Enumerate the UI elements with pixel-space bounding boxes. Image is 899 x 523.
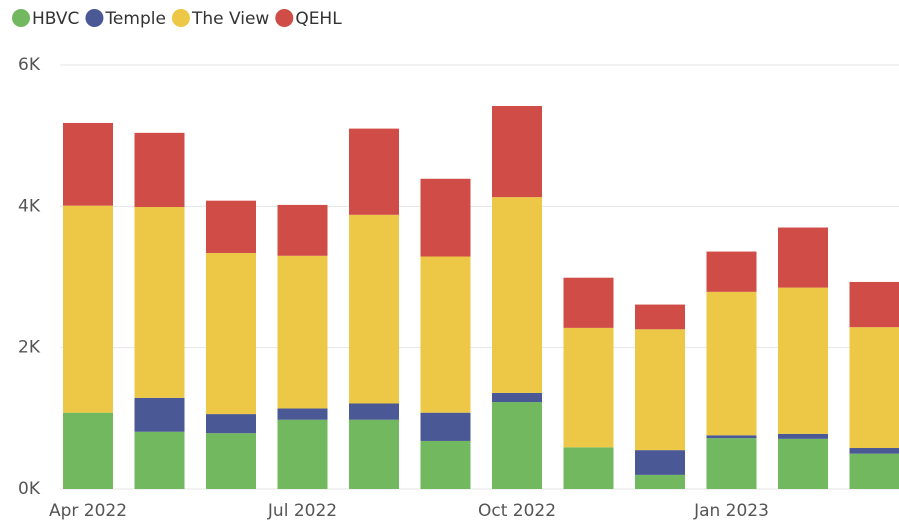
legend-label: The View [191, 9, 269, 29]
bar-segment [849, 448, 899, 454]
y-tick-label: 4K [18, 196, 41, 216]
bar-segment [206, 433, 256, 489]
bar-segment [563, 277, 614, 328]
bar-segment [635, 474, 685, 489]
bar-segment [849, 281, 899, 328]
legend-swatch [85, 9, 104, 27]
bar-segment [420, 440, 471, 489]
y-tick-label: 6K [18, 55, 41, 75]
legend-label: Temple [104, 9, 166, 29]
bar-segment [277, 255, 328, 409]
bar-segment [492, 197, 542, 393]
legend: HBVC Temple The View QEHL [12, 9, 342, 29]
bar-segment [349, 214, 399, 404]
bar-segment [63, 122, 113, 206]
bar-segment [134, 132, 185, 208]
bar-segment [778, 438, 828, 489]
legend-label: QEHL [295, 9, 342, 29]
legend-swatch [171, 9, 190, 27]
bar-segment [349, 419, 399, 489]
bar-segment [706, 438, 757, 489]
bar-segment [706, 251, 757, 292]
bar-segment [778, 227, 828, 288]
bar-segment [778, 433, 828, 439]
bar-segment [420, 256, 471, 413]
bar-segment [277, 419, 328, 489]
x-tick-label: Jan 2023 [693, 501, 769, 521]
x-tick-label: Apr 2022 [49, 501, 127, 521]
y-tick-label: 2K [18, 338, 41, 358]
y-tick-label: 0K [18, 479, 41, 499]
bar-segment [706, 291, 757, 436]
bar-segment [635, 450, 685, 475]
bar-segment [492, 392, 542, 403]
bar-segment [134, 207, 185, 398]
x-tick-label: Jul 2022 [267, 501, 337, 521]
bar-segment [635, 329, 685, 451]
bar-segment [277, 408, 328, 420]
bar-segment [206, 414, 256, 434]
bar-segment [420, 412, 471, 441]
legend-swatch [275, 9, 294, 27]
bar-segment [563, 327, 614, 448]
bar-segment [134, 397, 185, 432]
bar-segment [849, 453, 899, 489]
bar-segment [63, 205, 113, 413]
bar-segment [563, 447, 614, 489]
legend-swatch [12, 9, 30, 27]
x-tick-label: Oct 2022 [478, 501, 556, 521]
bar-segment [206, 252, 256, 415]
bar-segment [635, 304, 685, 330]
bar-segment [277, 204, 328, 256]
bar-segment [849, 327, 899, 449]
bar-segment [706, 435, 757, 439]
bar-segment [134, 431, 185, 489]
bar-segment [349, 128, 399, 215]
bar-segment [778, 287, 828, 434]
bar-segment [492, 105, 542, 198]
bar-segment [420, 178, 471, 257]
bar-segment [206, 200, 256, 253]
bar-segment [349, 403, 399, 420]
bar-segment [63, 412, 113, 489]
legend-label: HBVC [32, 9, 79, 29]
bar-segment [492, 402, 542, 489]
